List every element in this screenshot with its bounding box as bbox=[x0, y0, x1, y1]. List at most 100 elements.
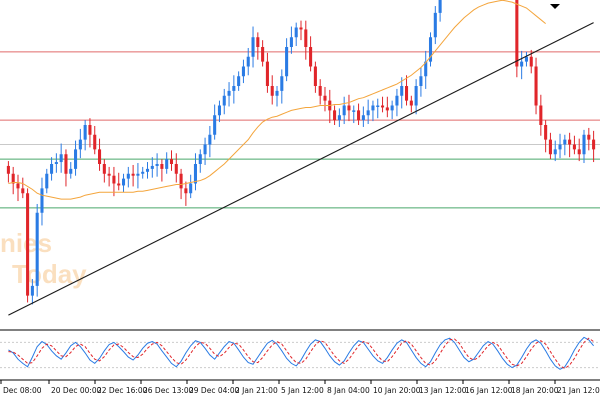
candle-body bbox=[193, 164, 198, 184]
trendline[interactable] bbox=[8, 22, 594, 316]
candle-body bbox=[40, 188, 44, 213]
candle-body bbox=[376, 105, 380, 107]
candle bbox=[265, 52, 269, 93]
candle bbox=[342, 96, 346, 125]
candle bbox=[520, 50, 524, 80]
candle-body bbox=[217, 105, 221, 116]
candle-body bbox=[337, 115, 341, 121]
candle-body bbox=[352, 110, 356, 112]
candle-body bbox=[390, 105, 394, 111]
candle bbox=[539, 94, 543, 136]
candle bbox=[553, 140, 557, 162]
candle-body bbox=[381, 105, 385, 108]
candle-body bbox=[366, 110, 370, 116]
candle bbox=[193, 153, 198, 191]
candle-body bbox=[299, 27, 303, 30]
candle bbox=[16, 174, 20, 202]
candle bbox=[21, 177, 25, 199]
candle-body bbox=[78, 139, 82, 150]
candle bbox=[289, 26, 293, 54]
candle bbox=[78, 128, 82, 159]
candle bbox=[544, 120, 548, 153]
candle bbox=[304, 20, 308, 60]
candle bbox=[400, 77, 404, 109]
candle-body bbox=[213, 115, 217, 135]
triangle-down-icon[interactable] bbox=[550, 4, 560, 9]
candle-body bbox=[222, 95, 226, 106]
candle-body bbox=[357, 110, 361, 121]
candle bbox=[121, 173, 126, 193]
candle-body bbox=[261, 47, 265, 62]
price-pane[interactable] bbox=[0, 0, 600, 316]
candle-body bbox=[544, 125, 548, 140]
candle bbox=[424, 50, 428, 89]
candle bbox=[414, 79, 418, 115]
candle bbox=[213, 104, 217, 140]
candle bbox=[328, 89, 332, 124]
stochastic-pane[interactable] bbox=[0, 336, 600, 370]
candle bbox=[141, 166, 145, 179]
candle bbox=[261, 40, 265, 67]
x-tick-label: 21 Jan 12:00 bbox=[557, 386, 600, 395]
candle-body bbox=[539, 105, 543, 125]
candle bbox=[136, 163, 140, 189]
candle-body bbox=[64, 154, 68, 174]
candle bbox=[577, 138, 581, 162]
candle bbox=[371, 100, 375, 122]
candle bbox=[160, 159, 164, 182]
candle-body bbox=[587, 134, 591, 140]
candle bbox=[241, 59, 245, 84]
candle-body bbox=[313, 66, 317, 86]
x-tick-label: 20 Dec 00:00 bbox=[51, 386, 102, 395]
candle bbox=[54, 153, 58, 173]
candle bbox=[256, 32, 260, 60]
candle bbox=[582, 129, 586, 164]
candle bbox=[381, 96, 385, 113]
candle-body bbox=[45, 173, 49, 189]
candle-body bbox=[582, 134, 586, 155]
candle bbox=[563, 134, 567, 156]
candle bbox=[337, 108, 341, 127]
candle bbox=[438, 0, 442, 22]
candle bbox=[299, 20, 303, 41]
candle-body bbox=[141, 171, 145, 174]
candle bbox=[572, 135, 576, 155]
candle-body bbox=[309, 47, 313, 67]
candle-body bbox=[69, 168, 73, 174]
moving-average-line[interactable] bbox=[8, 0, 546, 200]
candle bbox=[26, 188, 30, 303]
candle-body bbox=[318, 86, 322, 96]
candle-body bbox=[93, 134, 97, 150]
candle-body bbox=[428, 37, 433, 62]
candle bbox=[203, 137, 207, 165]
candle-body bbox=[232, 86, 236, 91]
candle bbox=[69, 162, 73, 179]
candle-body bbox=[227, 90, 231, 96]
candle-body bbox=[385, 107, 389, 111]
candle-body bbox=[203, 144, 207, 155]
watermark-line2: Today bbox=[12, 259, 87, 289]
candle-body bbox=[529, 56, 533, 67]
candle-body bbox=[102, 164, 106, 174]
candle-body bbox=[275, 90, 279, 96]
candle bbox=[74, 140, 78, 176]
candle bbox=[280, 69, 284, 104]
candle-body bbox=[54, 162, 58, 164]
candle bbox=[376, 98, 380, 119]
candle-body bbox=[98, 149, 102, 164]
candle bbox=[174, 153, 178, 183]
candle-body bbox=[419, 76, 423, 86]
candle-body bbox=[50, 164, 54, 174]
candle-body bbox=[577, 149, 581, 155]
candle bbox=[419, 67, 423, 97]
watermark-line1: nies bbox=[0, 228, 52, 258]
candle-body bbox=[208, 134, 212, 145]
candle-body bbox=[189, 183, 193, 194]
candle bbox=[208, 125, 212, 158]
candle bbox=[126, 166, 130, 188]
candle-body bbox=[26, 193, 30, 296]
candles bbox=[6, 0, 596, 305]
candle-body bbox=[404, 86, 409, 101]
